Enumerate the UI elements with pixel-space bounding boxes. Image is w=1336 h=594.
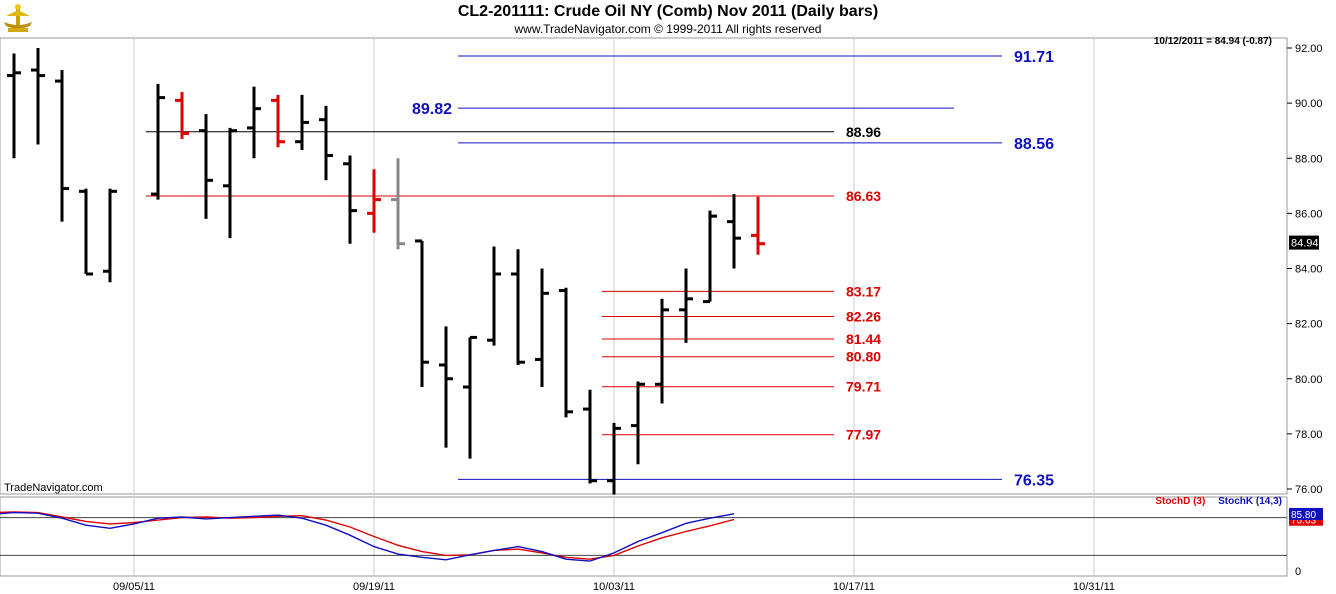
ohlc-bar: [415, 239, 429, 388]
ohlc-bar: [319, 105, 333, 181]
stoch-series-line: [0, 511, 735, 562]
ohlc-bar: [439, 326, 453, 448]
y-tick-label: 86.00: [1295, 208, 1323, 220]
y-tick-label: 80.00: [1295, 374, 1323, 386]
ohlc-bar: [583, 389, 597, 484]
ohlc-bar: [247, 86, 261, 159]
stoch-series-line: [0, 511, 735, 560]
level-label: 77.97: [846, 427, 881, 443]
y-tick-label: 90.00: [1295, 98, 1323, 110]
legend-stoch-k: StochK (14,3): [1218, 496, 1282, 507]
level-label: 82.26: [846, 308, 881, 324]
ohlc-bar: [607, 422, 621, 495]
y-tick-label: 76.00: [1295, 484, 1323, 496]
x-tick-label: 09/19/11: [353, 581, 395, 593]
stoch-y-tick-label: 0: [1295, 566, 1301, 578]
ohlc-bar: [559, 287, 573, 418]
level-label: 76.35: [1014, 472, 1054, 489]
last-price-tag-label: 84.94: [1291, 238, 1319, 250]
ohlc-bar: [7, 53, 21, 159]
y-tick-label: 88.00: [1295, 153, 1323, 165]
x-tick-label: 10/31/11: [1073, 581, 1115, 593]
ohlc-bar: [55, 70, 69, 222]
stoch-last-tag-label: 76.63: [1291, 516, 1316, 527]
ohlc-bar: [487, 246, 501, 346]
x-tick-label: 10/03/11: [593, 581, 635, 593]
legend-stoch-d: StochD (3): [1155, 496, 1206, 507]
price-panel-frame: [0, 37, 1288, 495]
chart-title: CL2-201111: Crude Oil NY (Comb) Nov 2011…: [457, 3, 879, 20]
ohlc-bar: [655, 298, 669, 404]
ohlc-bar: [295, 94, 309, 150]
y-tick-label: 78.00: [1295, 429, 1323, 441]
ohlc-bar: [535, 268, 549, 388]
y-tick-label: 92.00: [1295, 43, 1323, 55]
ohlc-bar: [511, 249, 525, 365]
ohlc-bar: [367, 169, 381, 233]
ohlc-bar: [223, 127, 237, 239]
level-label: 91.71: [1014, 49, 1054, 66]
ohlc-bar: [175, 92, 189, 139]
level-label: 88.96: [846, 124, 881, 140]
stoch-panel-frame: [0, 496, 1288, 577]
ohlc-bar: [631, 381, 645, 465]
ohlc-bar: [703, 210, 717, 304]
level-label: 83.17: [846, 283, 881, 299]
ohlc-bar: [463, 335, 477, 459]
ohlc-bar: [727, 194, 741, 269]
ohlc-bar: [751, 196, 765, 255]
stoch-legend: StochD (3) StochK (14,3): [1145, 496, 1282, 507]
ohlc-bar: [343, 155, 357, 244]
x-tick-label: 10/17/11: [833, 581, 875, 593]
ohlc-bar: [79, 188, 93, 276]
chart-subtitle: www.TradeNavigator.com © 1999-2011 All r…: [514, 22, 822, 36]
ohlc-bar: [199, 114, 213, 219]
level-label: 80.80: [846, 349, 881, 365]
level-label: 89.82: [412, 101, 452, 118]
level-label: 86.63: [846, 188, 881, 204]
ohlc-bar: [271, 94, 285, 148]
level-label: 88.56: [1014, 136, 1054, 153]
level-label: 81.44: [846, 331, 881, 347]
ohlc-bar: [31, 48, 45, 145]
last-price-tag: [1289, 235, 1319, 250]
x-tick-label: 09/05/11: [113, 581, 155, 593]
y-tick-label: 84.00: [1295, 264, 1323, 276]
ohlc-bar: [151, 83, 165, 200]
ohlc-bar: [391, 158, 405, 250]
stoch-last-tag: [1289, 507, 1323, 520]
last-price-info: 10/12/2011 = 84.94 (-0.87): [1153, 36, 1272, 47]
ohlc-bar: [103, 188, 117, 283]
trade-navigator-logo-icon: [4, 4, 32, 32]
level-label: 79.71: [846, 379, 881, 395]
brand-label: TradeNavigator.com: [4, 482, 103, 494]
ohlc-bar: [679, 268, 693, 343]
stoch-last-tag-label: 85.80: [1291, 510, 1316, 521]
y-tick-label: 82.00: [1295, 319, 1323, 331]
